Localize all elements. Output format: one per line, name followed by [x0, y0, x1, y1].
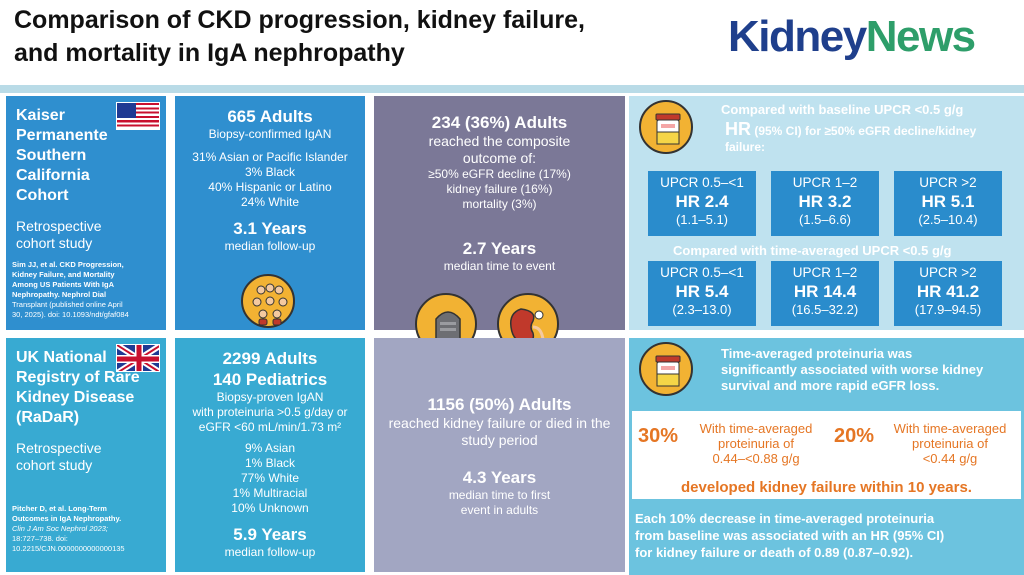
uk-flag-icon [116, 344, 160, 372]
followup-label: median follow-up [224, 545, 316, 559]
proteinuria-panel: Time-averaged proteinuria was significan… [629, 338, 1024, 575]
population-icon [241, 274, 295, 328]
urine-sample-icon [639, 100, 693, 154]
outcome-panel-radar: 1156 (50%) Adults reached kidney failure… [374, 338, 625, 572]
demographics: 31% Asian or Pacific Islander 3% Black 4… [192, 150, 348, 209]
cohort-count-pediatrics: 140 Pediatrics [212, 370, 328, 389]
pct-20-text: With time-averaged proteinuria of <0.44 … [893, 421, 1007, 466]
outcome-headline: 1156 (50%) Adults [427, 395, 572, 414]
hr-box-baseline-1: UPCR 0.5–<1 HR 2.4 (1.1–5.1) [648, 171, 756, 236]
study-type: Retrospective cohort study [16, 440, 102, 473]
demographics: 9% Asian 1% Black 77% White 1% Multiraci… [231, 441, 309, 515]
study-type: Retrospective cohort study [16, 218, 102, 251]
followup-value: 5.9 Years [233, 525, 307, 544]
followup-value: 3.1 Years [233, 219, 307, 238]
page-title: Comparison of CKD progression, kidney fa… [14, 4, 714, 70]
time-label: median time to first event in adults [448, 488, 551, 517]
timeavg-heading: Compared with time-averaged UPCR <0.5 g/… [673, 243, 952, 258]
divider [0, 85, 1024, 93]
hr-box-timeavg-3: UPCR >2 HR 41.2 (17.9–94.5) [894, 261, 1002, 326]
outcome-headline: 234 (36%) Adults [431, 113, 568, 132]
proteinuria-statement: Time-averaged proteinuria was significan… [721, 346, 984, 393]
time-label: median time to event [443, 259, 556, 273]
kidney-failure-box: 30% With time-averaged proteinuria of 0.… [632, 411, 1021, 499]
outcome-items: ≥50% eGFR decline (17%) kidney failure (… [428, 167, 571, 211]
hr-description: HR (95% CI) for ≥50% eGFR decline/kidney… [725, 119, 977, 154]
cohort-count-adults: 2299 Adults [222, 349, 318, 368]
pct-30-text: With time-averaged proteinuria of 0.44–<… [699, 421, 813, 466]
outcome-description: reached the composite outcome of: [428, 133, 571, 166]
title-line-2: and mortality in IgA nephropathy [14, 39, 405, 67]
hazard-ratio-panel: Compared with baseline UPCR <0.5 g/g HR … [629, 96, 1024, 330]
title-line-1: Comparison of CKD progression, kidney fa… [14, 6, 585, 34]
followup-label: median follow-up [224, 239, 316, 253]
pct-30: 30% [638, 425, 679, 447]
urine-sample-icon [639, 342, 693, 396]
baseline-heading: Compared with baseline UPCR <0.5 g/g [721, 102, 964, 117]
us-flag-icon [116, 102, 160, 130]
outcome-panel-kaiser: 234 (36%) Adults reached the composite o… [374, 96, 625, 330]
citation: Pitcher D, et al. Long-Term Outcomes in … [12, 504, 125, 553]
hr-box-timeavg-2: UPCR 1–2 HR 14.4 (16.5–32.2) [771, 261, 879, 326]
cohort-count: 665 Adults [227, 107, 313, 126]
pct-20: 20% [834, 425, 875, 447]
outcome-description: reached kidney failure or died in the st… [388, 415, 611, 448]
hr-box-timeavg-1: UPCR 0.5–<1 HR 5.4 (2.3–13.0) [648, 261, 756, 326]
proteinuria-bottom-text: Each 10% decrease in time-averaged prote… [635, 511, 945, 560]
site-panel-kaiser: Kaiser Permanente Southern California Co… [6, 96, 166, 330]
hr-box-baseline-3: UPCR >2 HR 5.1 (2.5–10.4) [894, 171, 1002, 236]
citation: Sim JJ, et al. CKD Progression, Kidney F… [12, 260, 129, 319]
time-value: 2.7 Years [462, 239, 537, 258]
time-value: 4.3 Years [462, 468, 537, 487]
kidney-failure-conclusion: developed kidney failure within 10 years… [681, 479, 972, 496]
cohort-description: Biopsy-proven IgAN with proteinuria >0.5… [192, 390, 348, 434]
cohort-description: Biopsy-confirmed IgAN [208, 127, 332, 141]
site-name: UK National Registry of Rare Kidney Dise… [16, 349, 140, 426]
site-panel-radar: UK National Registry of Rare Kidney Dise… [6, 338, 166, 572]
site-name: Kaiser Permanente Southern California Co… [16, 107, 108, 204]
kidney-news-logo: KidneyNews [728, 12, 976, 61]
cohort-panel-kaiser: 665 Adults Biopsy-confirmed IgAN 31% Asi… [175, 96, 365, 330]
hr-box-baseline-2: UPCR 1–2 HR 3.2 (1.5–6.6) [771, 171, 879, 236]
cohort-panel-radar: 2299 Adults 140 Pediatrics Biopsy-proven… [175, 338, 365, 572]
